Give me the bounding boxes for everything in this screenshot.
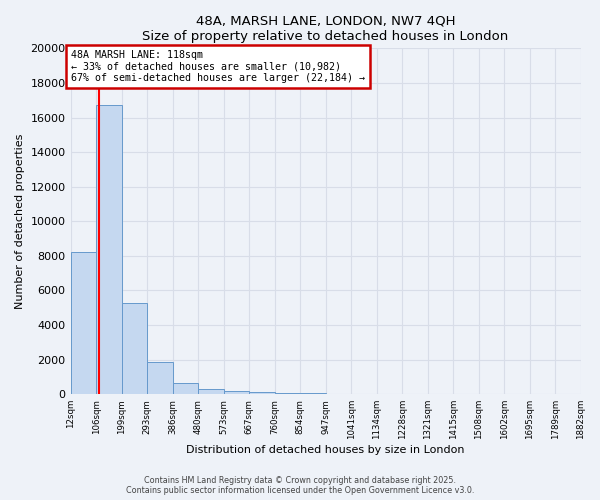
Title: 48A, MARSH LANE, LONDON, NW7 4QH
Size of property relative to detached houses in: 48A, MARSH LANE, LONDON, NW7 4QH Size of… — [142, 15, 509, 43]
Bar — [249, 392, 275, 394]
Text: 48A MARSH LANE: 118sqm
← 33% of detached houses are smaller (10,982)
67% of semi: 48A MARSH LANE: 118sqm ← 33% of detached… — [71, 50, 365, 84]
Text: Contains HM Land Registry data © Crown copyright and database right 2025.
Contai: Contains HM Land Registry data © Crown c… — [126, 476, 474, 495]
Bar — [198, 389, 224, 394]
Bar — [71, 252, 96, 394]
Bar — [275, 393, 300, 394]
Y-axis label: Number of detached properties: Number of detached properties — [15, 134, 25, 309]
X-axis label: Distribution of detached houses by size in London: Distribution of detached houses by size … — [186, 445, 465, 455]
Bar — [147, 362, 173, 394]
Bar — [224, 390, 249, 394]
Bar — [96, 106, 122, 394]
Bar — [122, 302, 147, 394]
Bar — [173, 383, 198, 394]
